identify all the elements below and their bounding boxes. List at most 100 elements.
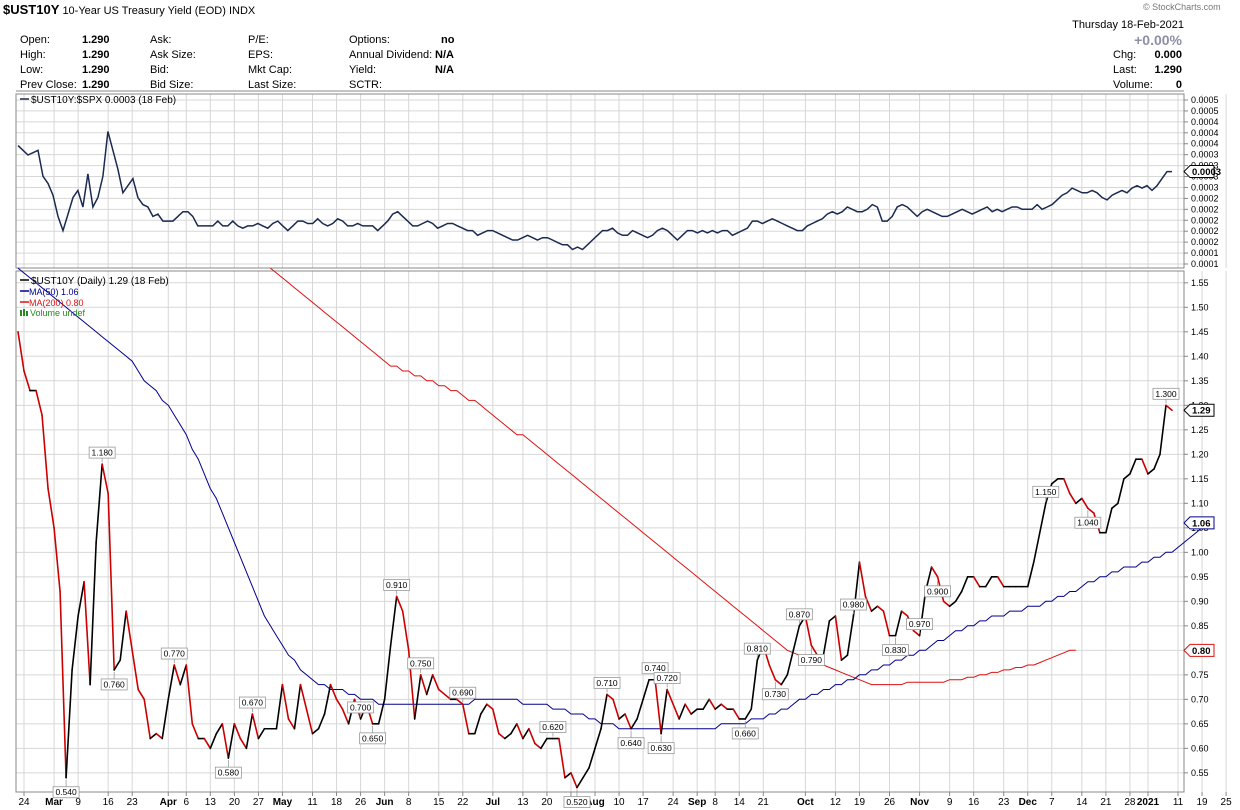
- price-segment: [972, 576, 981, 588]
- annotation-box: [1074, 516, 1102, 529]
- ratio-current-tag-label: 0.0003: [1192, 167, 1221, 178]
- price-segment: [486, 703, 494, 710]
- price-segment: [1147, 468, 1155, 475]
- price-segment: [930, 566, 939, 578]
- ratio-tick-label: 0.0004: [1191, 117, 1219, 127]
- price-segment: [954, 590, 963, 603]
- price-segment: [221, 723, 230, 759]
- x-tick-label: 17: [638, 797, 650, 808]
- price-segment: [1165, 404, 1173, 412]
- ratio-panel-frame: [15, 93, 1185, 269]
- price-current-tag-label: 1.29: [1192, 406, 1211, 417]
- annotation-box: [1152, 387, 1180, 400]
- annotation-box: [1032, 485, 1060, 498]
- x-tick-label: 8: [712, 797, 718, 808]
- price-segment: [708, 698, 717, 710]
- price-segment: [1123, 473, 1131, 480]
- price-segment: [858, 561, 867, 598]
- x-tick-label: 15: [433, 797, 445, 808]
- price-segment: [101, 463, 109, 495]
- price-segment: [492, 708, 500, 735]
- price-annotation: 0.660: [731, 720, 759, 740]
- annotation-box: [539, 721, 567, 733]
- x-tick-label: 21: [758, 797, 770, 808]
- price-segment: [395, 595, 404, 612]
- bid-size-label: Bid Size:: [150, 79, 194, 91]
- price-segment: [996, 576, 1005, 588]
- annotation-box: [647, 742, 675, 755]
- price-segment: [942, 600, 951, 608]
- price-segment: [750, 659, 759, 710]
- ratio-series: [17, 131, 1172, 251]
- price-annotation: 0.760: [100, 671, 128, 691]
- annotation-label: 0.870: [789, 609, 811, 619]
- price-segment: [504, 732, 512, 740]
- x-tick-label: 24: [668, 797, 680, 808]
- x-tick-label: 6: [184, 797, 190, 808]
- ratio-tick-label: 0.0003: [1191, 182, 1219, 192]
- annotation-label: 0.770: [164, 649, 186, 659]
- x-tick-label: 27: [253, 797, 265, 808]
- annual-dividend-label: Annual Dividend:: [349, 49, 433, 61]
- price-segment: [498, 732, 506, 740]
- price-segment: [245, 713, 254, 750]
- annotation-box: [214, 766, 242, 779]
- x-tick-label: 7: [1049, 797, 1055, 808]
- price-series: [17, 331, 1173, 789]
- price-tick-label: 1.50: [1191, 302, 1209, 312]
- price-segment: [576, 776, 584, 789]
- price-segment: [1141, 458, 1149, 475]
- price-tick-label: 1.20: [1191, 449, 1209, 459]
- price-segment: [660, 688, 668, 735]
- ma200-current-tag: 0.80: [1183, 643, 1215, 657]
- price-segment: [137, 688, 146, 701]
- price-segment: [317, 713, 326, 730]
- ma50-current-tag-box: [1183, 516, 1215, 530]
- price-annotation: 0.650: [359, 725, 387, 745]
- price-tick-label: 1.15: [1191, 474, 1209, 484]
- price-segment: [768, 664, 777, 681]
- annotation-label: 0.910: [386, 580, 408, 590]
- price-segment: [1111, 502, 1119, 510]
- price-segment: [293, 683, 302, 730]
- price-segment: [1159, 404, 1167, 456]
- price-segment: [239, 737, 248, 750]
- price-segment: [630, 718, 638, 730]
- price-segment: [419, 674, 428, 696]
- change-percent: +0.00%: [1134, 32, 1182, 48]
- annotation-label: 0.660: [735, 728, 757, 738]
- price-segment: [431, 674, 440, 691]
- x-tick-label: 20: [541, 797, 553, 808]
- price-segment: [425, 674, 434, 696]
- price-segment: [804, 615, 813, 647]
- price-segment: [822, 620, 831, 657]
- annotation-box: [88, 446, 116, 459]
- price-segment: [329, 683, 338, 701]
- x-tick-label: Mar: [45, 797, 63, 808]
- price-annotation: 1.300: [1152, 387, 1180, 404]
- annotation-label: 0.830: [885, 645, 907, 655]
- annotation-box: [449, 686, 477, 699]
- x-tick-label: Aug: [585, 797, 604, 808]
- x-tick-label: Oct: [797, 797, 814, 808]
- x-tick-label: Apr: [160, 797, 177, 808]
- price-segment: [17, 331, 25, 372]
- annotation-label: 0.810: [747, 644, 769, 654]
- annotation-label: 0.540: [55, 787, 77, 797]
- price-segment: [53, 527, 61, 593]
- price-tick-label: 0.85: [1191, 621, 1209, 631]
- price-segment: [167, 664, 176, 701]
- price-segment: [732, 708, 741, 720]
- price-annotation: 0.750: [407, 657, 435, 673]
- ma50-current-tag-label: 1.06: [1192, 518, 1211, 529]
- price-segment: [1069, 492, 1077, 505]
- annotation-box: [347, 701, 374, 714]
- annotation-box: [797, 654, 825, 666]
- price-segment: [606, 693, 614, 701]
- annotation-box: [761, 688, 789, 701]
- current-value-tags: 0.0003 1.29 1.06 0.80: [1183, 165, 1221, 657]
- options-label: Options:: [349, 34, 390, 46]
- price-segment: [960, 576, 969, 593]
- price-segment: [191, 723, 200, 740]
- annotation-box: [785, 608, 813, 621]
